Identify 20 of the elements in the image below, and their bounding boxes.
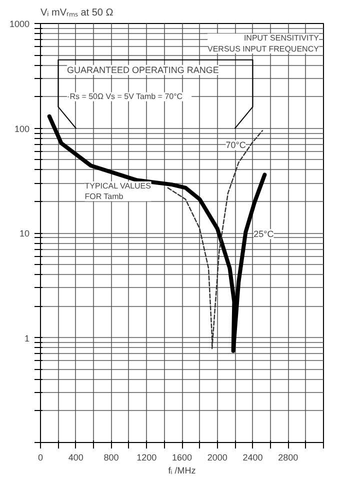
x-tick-label: 400 [68,452,84,462]
annotation: ·Rs = 50Ω Vs = 5V Tamb = 70°C [67,92,183,102]
x-tick-label: 2400 [242,452,263,462]
annotation: TYPICAL VALUES FOR Tamb [84,181,151,202]
text: INPUT SENSITIVITY VERSUS INPUT FREQUENCY [208,34,320,54]
x-tick-label: 800 [104,452,119,462]
y-tick-label: 1000 [9,19,30,29]
x-tick-label: 1200 [136,452,157,462]
x-axis-title: fᵢ /MHz [168,466,196,476]
y-tick-label: 1 [24,333,30,344]
x-tick-label: 1600 [172,452,192,462]
x-tick-label: 0 [38,452,44,462]
series-label: 70°C [226,140,246,150]
x-tick-label: 2000 [207,452,228,462]
annotation: GUARANTEED OPERATING RANGE [67,64,219,75]
y-axis-title: Vᵢ mVᵣₘₛ at 50 Ω [40,8,114,18]
y-tick-label: 10 [19,228,30,238]
x-tick-label: 2800 [278,452,298,462]
y-tick-label: 100 [14,124,30,134]
series-label: 25°C [254,229,274,240]
